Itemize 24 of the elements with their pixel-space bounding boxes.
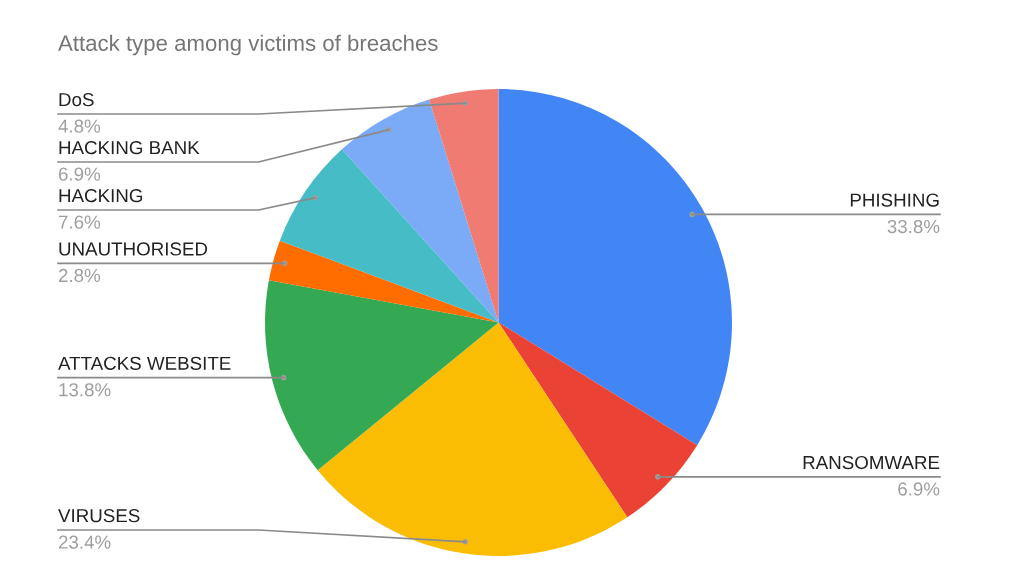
pie-slice <box>268 240 499 323</box>
slice-label: VIRUSES <box>58 509 140 523</box>
slice-label: RANSOMWARE <box>803 455 940 470</box>
pie-slice <box>498 322 698 518</box>
data-label: 2.8% <box>58 268 101 283</box>
data-label: 7.6% <box>58 215 101 229</box>
slice-label: HACKING <box>59 189 143 203</box>
pie-slice <box>265 280 499 471</box>
chart-title: Attack type among victims of breaches <box>58 34 438 56</box>
slice-label: HACKING BANK <box>59 141 200 155</box>
data-label: 6.9% <box>58 167 101 181</box>
pie-slice <box>317 322 628 556</box>
pie-slice <box>279 149 499 323</box>
data-label: 6.9% <box>898 482 940 496</box>
data-label: 4.8% <box>58 119 101 133</box>
data-label: 33.8% <box>887 219 940 234</box>
slice-label: ATTACKS WEBSITE <box>58 356 231 370</box>
data-label: 13.8% <box>59 383 111 397</box>
slice-label: PHISHING <box>850 193 939 207</box>
data-label: 23.4% <box>58 535 111 549</box>
slice-label: DoS <box>59 93 94 107</box>
pie-slice <box>341 99 499 323</box>
pie-slice <box>498 89 732 446</box>
slice-label: UNAUTHORISED <box>59 242 208 256</box>
